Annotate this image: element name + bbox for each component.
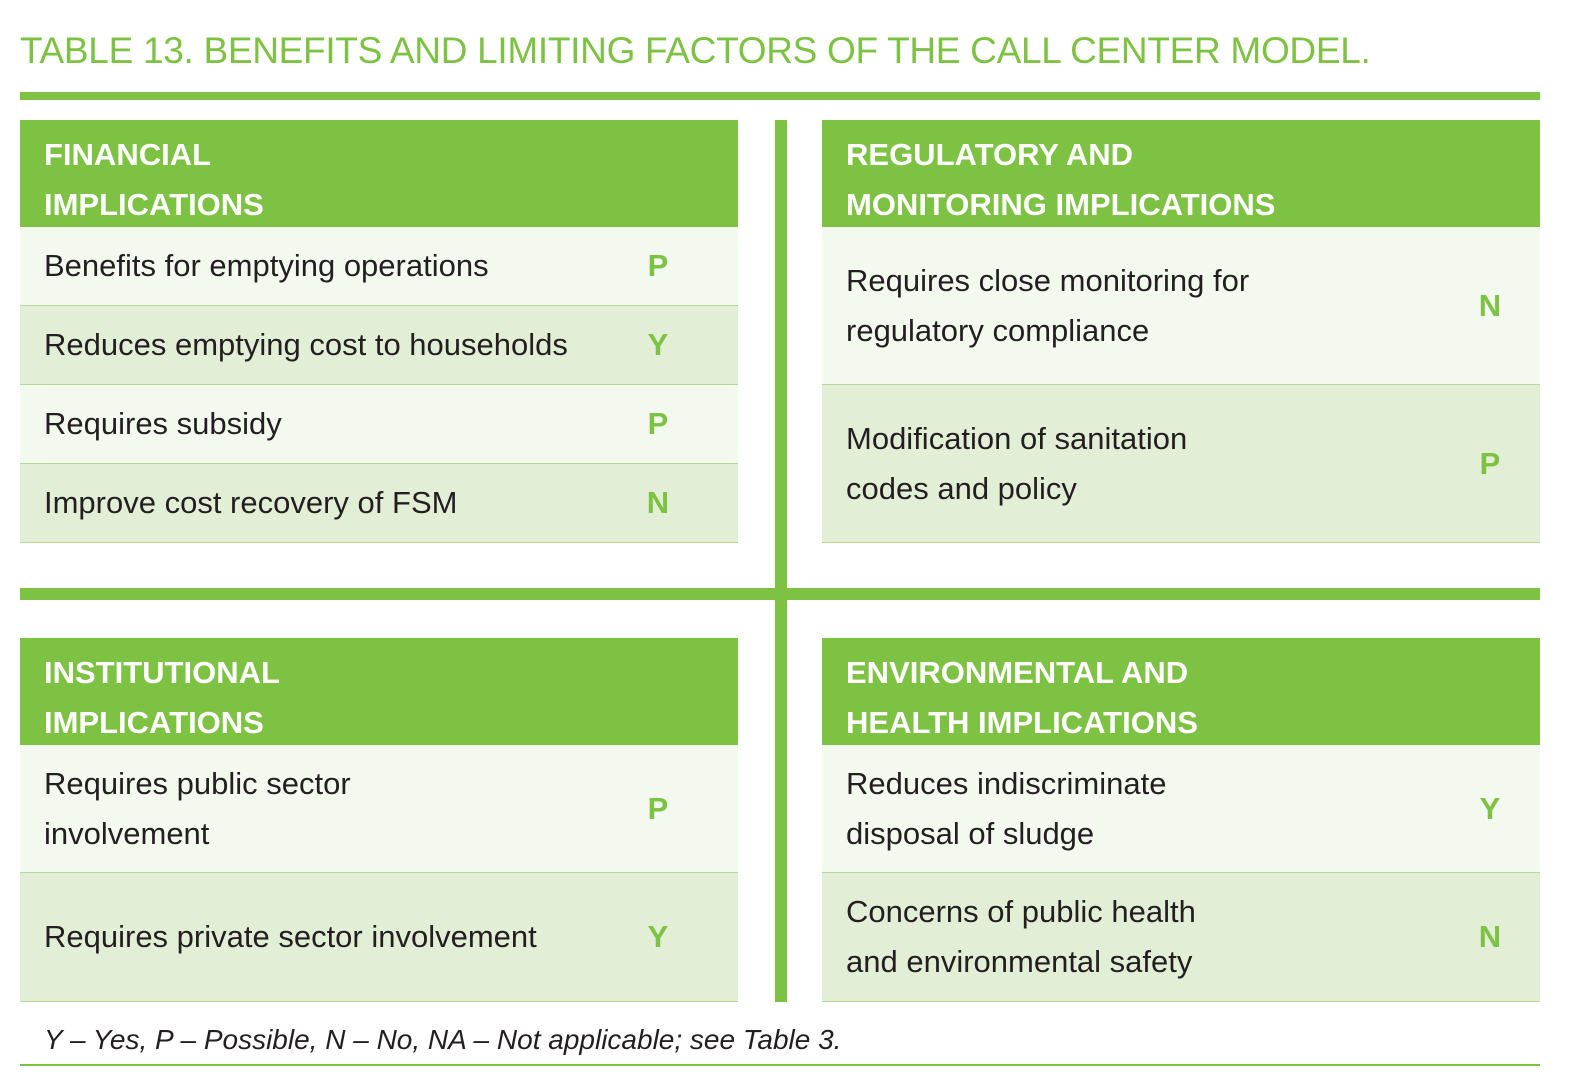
- panel-header-line: IMPLICATIONS: [44, 187, 264, 222]
- environmental-panel: ENVIRONMENTAL AND HEALTH IMPLICATIONS Re…: [822, 638, 1540, 1002]
- panel-header-line: INSTITUTIONAL: [44, 655, 280, 690]
- row-label: Reduces emptying cost to households: [20, 320, 568, 370]
- row-label-line: Requires private sector involvement: [44, 919, 537, 954]
- panel-header: ENVIRONMENTAL AND HEALTH IMPLICATIONS: [822, 638, 1540, 745]
- row-label: Requires close monitoring for regulatory…: [822, 256, 1249, 356]
- row-label-line: Requires close monitoring for: [846, 262, 1250, 298]
- row-label: Requires private sector involvement: [20, 912, 537, 962]
- row-code: N: [646, 485, 670, 520]
- table-row: Requires subsidy P: [20, 385, 738, 464]
- row-label-line: Benefits for emptying operations: [44, 248, 489, 283]
- row-code: Y: [647, 327, 669, 362]
- row-label-line: disposal of sludge: [846, 815, 1095, 851]
- row-label-line: Requires subsidy: [44, 406, 282, 441]
- table-row: Reduces emptying cost to households Y: [20, 306, 738, 385]
- row-code: Y: [1479, 790, 1501, 826]
- row-code: P: [647, 406, 669, 441]
- panel-header-line: REGULATORY AND: [846, 137, 1134, 172]
- row-code: P: [647, 248, 669, 283]
- row-label-line: Modification of sanitation: [846, 420, 1188, 456]
- row-label-line: codes and policy: [846, 470, 1077, 506]
- row-label: Requires subsidy: [20, 399, 282, 449]
- row-label: Benefits for emptying operations: [20, 241, 489, 291]
- row-label: Improve cost recovery of FSM: [20, 478, 457, 528]
- horizontal-divider: [20, 588, 1540, 600]
- row-label-line: Requires public sector: [44, 765, 351, 801]
- panel-header: REGULATORY AND MONITORING IMPLICATIONS: [822, 120, 1540, 227]
- table-row: Requires public sector involvement P: [20, 745, 738, 873]
- panel-header-line: IMPLICATIONS: [44, 705, 264, 740]
- row-code: P: [1479, 445, 1501, 481]
- panel-header-line: HEALTH IMPLICATIONS: [846, 705, 1198, 740]
- table-row: Concerns of public health and environmen…: [822, 873, 1540, 1002]
- row-label-line: Concerns of public health: [846, 894, 1196, 929]
- row-label-line: Improve cost recovery of FSM: [44, 485, 458, 520]
- row-label-line: Reduces indiscriminate: [846, 765, 1167, 801]
- row-label-line: and environmental safety: [846, 944, 1193, 979]
- row-label-line: regulatory compliance: [846, 312, 1150, 348]
- row-label: Reduces indiscriminate disposal of sludg…: [822, 759, 1166, 859]
- table-row: Modification of sanitation codes and pol…: [822, 385, 1540, 543]
- row-label-line: involvement: [44, 815, 210, 851]
- panel-header-line: ENVIRONMENTAL AND: [846, 655, 1189, 690]
- financial-panel: FINANCIAL IMPLICATIONS Benefits for empt…: [20, 120, 738, 543]
- row-code: Y: [647, 919, 669, 954]
- bottom-rule: [20, 1064, 1540, 1066]
- table-row: Improve cost recovery of FSM N: [20, 464, 738, 543]
- vertical-divider: [775, 120, 787, 1002]
- row-label: Concerns of public health and environmen…: [822, 887, 1196, 987]
- top-rule: [20, 92, 1540, 100]
- institutional-panel: INSTITUTIONAL IMPLICATIONS Requires publ…: [20, 638, 738, 1002]
- table-row: Reduces indiscriminate disposal of sludg…: [822, 745, 1540, 873]
- row-label-line: Reduces emptying cost to households: [44, 327, 568, 362]
- row-code: N: [1478, 287, 1502, 323]
- footnote: Y – Yes, P – Possible, N – No, NA – Not …: [44, 1024, 842, 1055]
- panel-header-line: MONITORING IMPLICATIONS: [846, 187, 1276, 222]
- row-label: Requires public sector involvement: [20, 759, 351, 859]
- table-title: TABLE 13. BENEFITS AND LIMITING FACTORS …: [20, 30, 1371, 71]
- panel-header: FINANCIAL IMPLICATIONS: [20, 120, 738, 227]
- panel-header-line: FINANCIAL: [44, 137, 212, 172]
- row-code: N: [1478, 919, 1502, 954]
- table-row: Requires close monitoring for regulatory…: [822, 227, 1540, 385]
- panel-header: INSTITUTIONAL IMPLICATIONS: [20, 638, 738, 745]
- table-row: Benefits for emptying operations P: [20, 227, 738, 306]
- regulatory-panel: REGULATORY AND MONITORING IMPLICATIONS R…: [822, 120, 1540, 543]
- row-label: Modification of sanitation codes and pol…: [822, 414, 1187, 514]
- row-code: P: [647, 790, 669, 826]
- table-row: Requires private sector involvement Y: [20, 873, 738, 1002]
